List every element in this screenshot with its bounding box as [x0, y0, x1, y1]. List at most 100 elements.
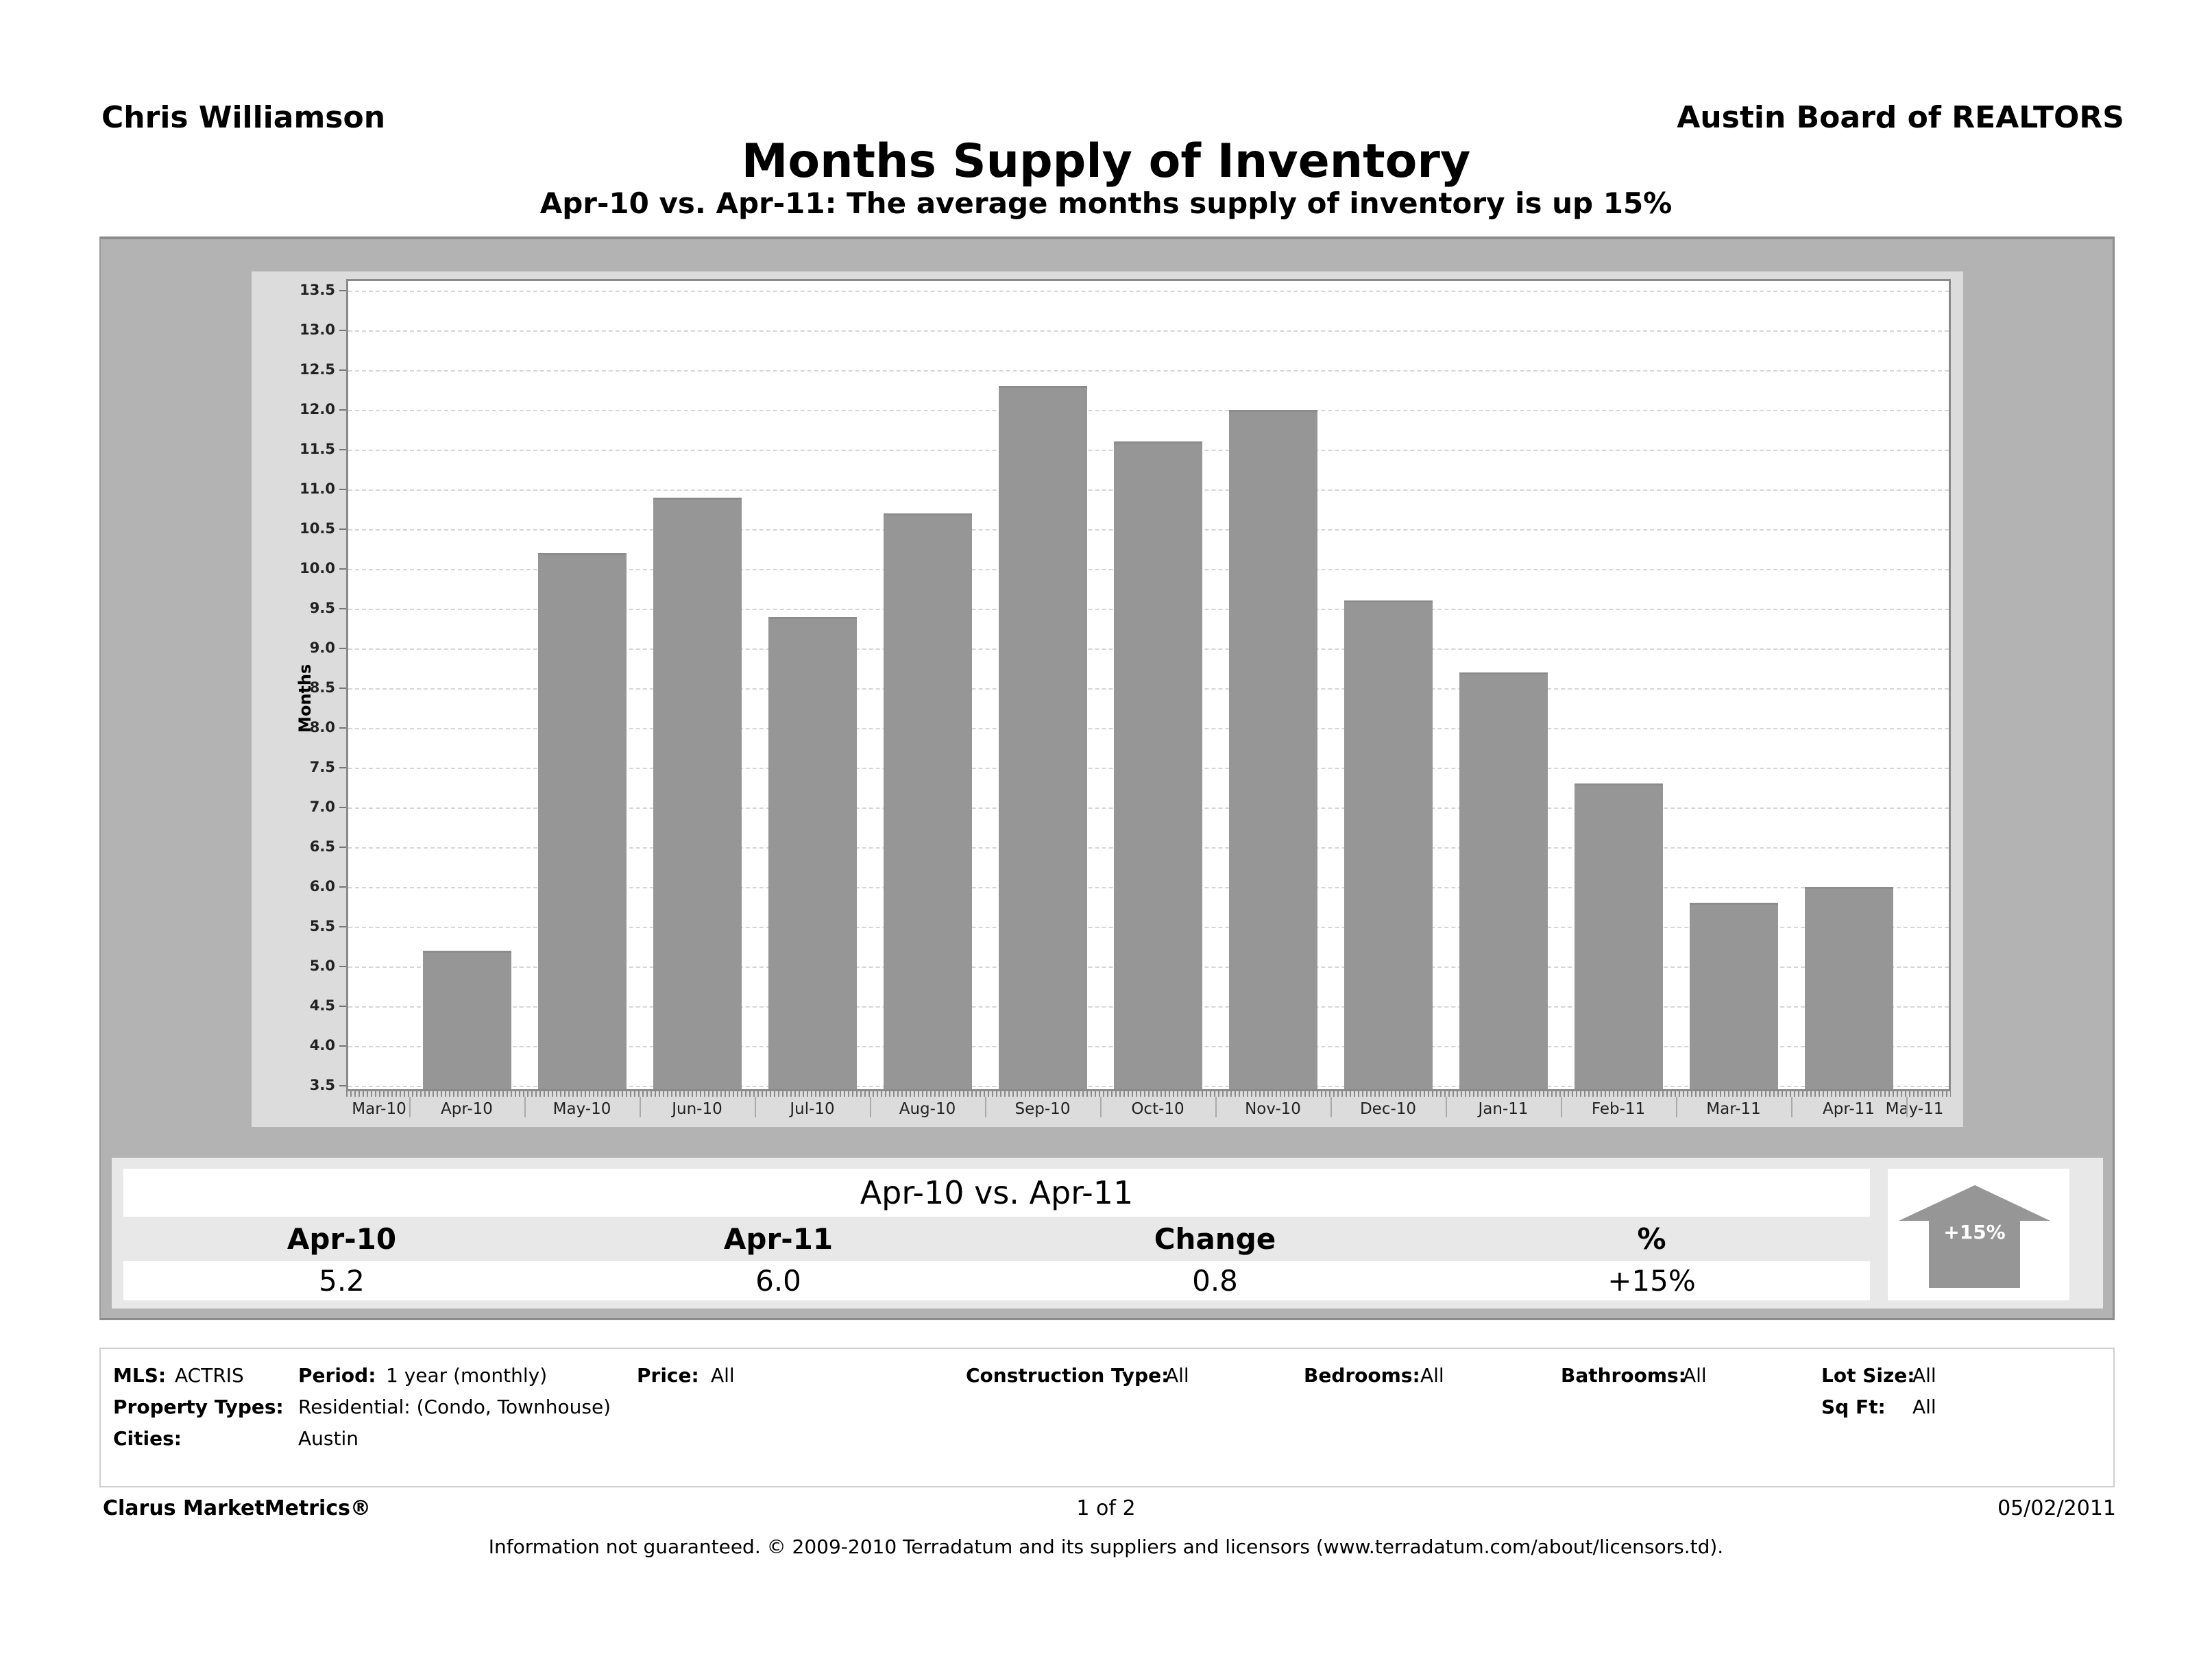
summary-header-percent: % [1637, 1222, 1666, 1256]
y-tick-label: 6.0 [309, 878, 335, 895]
x-tick-separator [1561, 1097, 1562, 1117]
bar-mar-11 [1689, 903, 1778, 1089]
y-tick-label: 7.0 [309, 799, 335, 815]
summary-header-row: Apr-10 Apr-11 Change % [123, 1217, 1870, 1261]
x-tick-label: Mar-10 [352, 1100, 406, 1118]
y-tick-label: 7.5 [309, 759, 335, 775]
filter-period-label: Period: [298, 1364, 376, 1387]
x-tick-separator [1906, 1097, 1908, 1117]
x-tick-label: Dec-10 [1359, 1100, 1417, 1118]
brand-name: Clarus MarketMetrics® [103, 1496, 371, 1520]
x-axis-minor-ticks [346, 1091, 1951, 1097]
x-tick-separator [409, 1097, 411, 1117]
y-tick-mark [339, 727, 346, 729]
y-tick-label: 8.0 [309, 719, 335, 735]
x-tick-label: Aug-10 [899, 1100, 956, 1118]
y-tick-mark [339, 847, 346, 848]
y-tick-label: 10.0 [300, 560, 335, 576]
filter-sqft-label: Sq Ft: [1821, 1396, 1886, 1418]
x-tick-separator [1676, 1097, 1677, 1117]
y-tick-mark [339, 290, 346, 291]
up-arrow-icon [1899, 1185, 2050, 1288]
y-tick-mark [339, 1006, 346, 1007]
summary-value-row: 5.2 6.0 0.8 +15% [123, 1261, 1870, 1300]
filter-price-value: All [711, 1364, 735, 1387]
bar-may-10 [537, 552, 627, 1089]
x-tick-separator [1215, 1097, 1217, 1117]
y-tick-label: 12.0 [300, 401, 335, 417]
filter-period-value: 1 year (monthly) [386, 1364, 548, 1387]
y-tick-label: 5.0 [309, 958, 335, 974]
bar-feb-11 [1574, 783, 1663, 1089]
filter-bedrooms-label: Bedrooms: [1304, 1364, 1420, 1387]
organization-name: Austin Board of REALTORS [1677, 100, 2124, 135]
y-tick-label: 11.5 [300, 441, 335, 457]
x-tick-label: Nov-10 [1245, 1100, 1301, 1118]
summary-value-change: 0.8 [1192, 1264, 1238, 1298]
y-tick-mark [339, 1045, 346, 1047]
trend-arrow-label: +15% [1943, 1221, 2006, 1243]
bar-nov-10 [1228, 410, 1317, 1089]
x-tick-separator [1791, 1097, 1792, 1117]
x-tick-label: Jan-11 [1478, 1100, 1529, 1118]
y-tick-mark [339, 369, 346, 371]
x-tick-label: Mar-11 [1706, 1100, 1761, 1118]
y-tick-mark [339, 1085, 346, 1086]
y-tick-mark [339, 449, 346, 450]
summary-value-apr11: 6.0 [755, 1264, 801, 1298]
summary-value-apr10: 5.2 [319, 1264, 365, 1298]
x-tick-label: May-11 [1885, 1100, 1944, 1118]
y-tick-label: 12.5 [300, 361, 335, 378]
y-tick-mark [339, 926, 346, 927]
bar-aug-10 [883, 513, 972, 1089]
y-tick-mark [339, 330, 346, 331]
bar-oct-10 [1113, 441, 1202, 1089]
trend-arrow-box: +15% [1888, 1169, 2069, 1300]
y-tick-label: 13.5 [300, 282, 335, 298]
x-tick-label: Apr-11 [1823, 1100, 1875, 1118]
y-tick-label: 13.0 [300, 321, 335, 338]
filter-price-label: Price: [637, 1364, 699, 1387]
filter-lot-size-label: Lot Size: [1821, 1364, 1915, 1387]
y-tick-label: 5.5 [309, 918, 335, 934]
y-tick-label: 10.5 [300, 520, 335, 537]
x-tick-separator [755, 1097, 756, 1117]
gridline [348, 291, 1949, 292]
bar-jan-11 [1459, 672, 1548, 1089]
y-axis-label: Months [295, 664, 315, 733]
filter-construction-value: All [1165, 1364, 1189, 1387]
x-tick-label: Apr-10 [441, 1100, 493, 1118]
y-tick-mark [339, 568, 346, 570]
filter-bedrooms-value: All [1420, 1364, 1444, 1387]
gridline [348, 410, 1949, 411]
bar-sep-10 [998, 386, 1087, 1089]
filter-criteria: MLS: ACTRIS Period: 1 year (monthly) Pri… [99, 1348, 2115, 1487]
y-tick-mark [339, 528, 346, 530]
filter-property-types-value: Residential: (Condo, Townhouse) [298, 1396, 611, 1418]
y-tick-label: 3.5 [309, 1077, 335, 1093]
summary-header-apr11: Apr-11 [723, 1222, 834, 1256]
x-tick-separator [1100, 1097, 1102, 1117]
filter-sqft-value: All [1912, 1396, 1936, 1418]
x-tick-separator [985, 1097, 986, 1117]
page-subtitle: Apr-10 vs. Apr-11: The average months su… [539, 186, 1673, 220]
filter-bathrooms-label: Bathrooms: [1561, 1364, 1686, 1387]
y-tick-mark [339, 409, 346, 411]
summary-title: Apr-10 vs. Apr-11 [123, 1169, 1870, 1217]
summary-header-change: Change [1154, 1222, 1276, 1256]
y-tick-mark [339, 966, 346, 967]
bar-dec-10 [1344, 600, 1433, 1089]
report-date: 05/02/2011 [1997, 1496, 2116, 1520]
y-tick-mark [339, 886, 346, 888]
disclaimer: Information not guaranteed. © 2009-2010 … [488, 1535, 1724, 1558]
x-tick-label: May-10 [552, 1100, 611, 1118]
y-tick-mark [339, 688, 346, 689]
y-tick-mark [339, 608, 346, 609]
filter-mls-label: MLS: [113, 1364, 167, 1387]
page-indicator: 1 of 2 [1076, 1496, 1136, 1520]
filter-cities-label: Cities: [113, 1427, 182, 1450]
x-tick-separator [870, 1097, 871, 1117]
filter-property-types-label: Property Types: [113, 1396, 284, 1418]
x-tick-separator [1446, 1097, 1447, 1117]
y-tick-label: 9.5 [309, 600, 335, 616]
